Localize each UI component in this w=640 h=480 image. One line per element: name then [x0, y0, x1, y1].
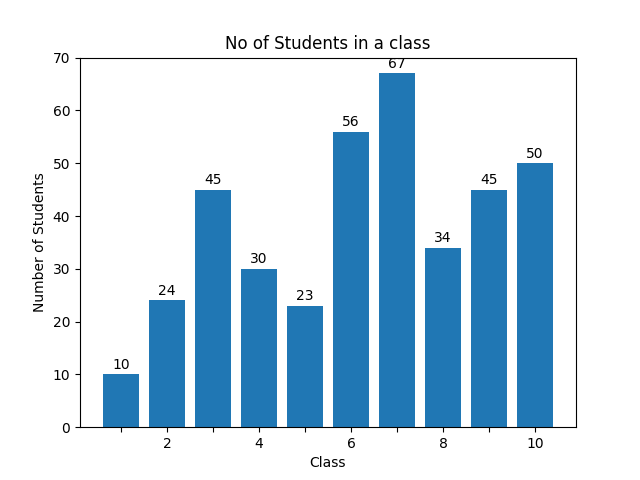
Bar: [379, 73, 415, 427]
Text: 56: 56: [342, 115, 360, 129]
Text: 45: 45: [204, 173, 221, 187]
Bar: [195, 190, 232, 427]
Y-axis label: Number of Students: Number of Students: [33, 172, 47, 312]
Bar: [470, 190, 508, 427]
X-axis label: Class: Class: [310, 456, 346, 470]
Bar: [287, 306, 323, 427]
Bar: [333, 132, 369, 427]
Title: No of Students in a class: No of Students in a class: [225, 35, 431, 53]
Text: 23: 23: [296, 289, 314, 303]
Bar: [424, 248, 461, 427]
Text: 34: 34: [435, 231, 452, 245]
Text: 50: 50: [526, 146, 544, 160]
Text: 24: 24: [158, 284, 176, 298]
Bar: [241, 269, 277, 427]
Bar: [102, 374, 140, 427]
Text: 30: 30: [250, 252, 268, 266]
Bar: [516, 163, 554, 427]
Bar: [148, 300, 186, 427]
Text: 45: 45: [480, 173, 498, 187]
Text: 67: 67: [388, 57, 406, 71]
Text: 10: 10: [112, 358, 130, 372]
